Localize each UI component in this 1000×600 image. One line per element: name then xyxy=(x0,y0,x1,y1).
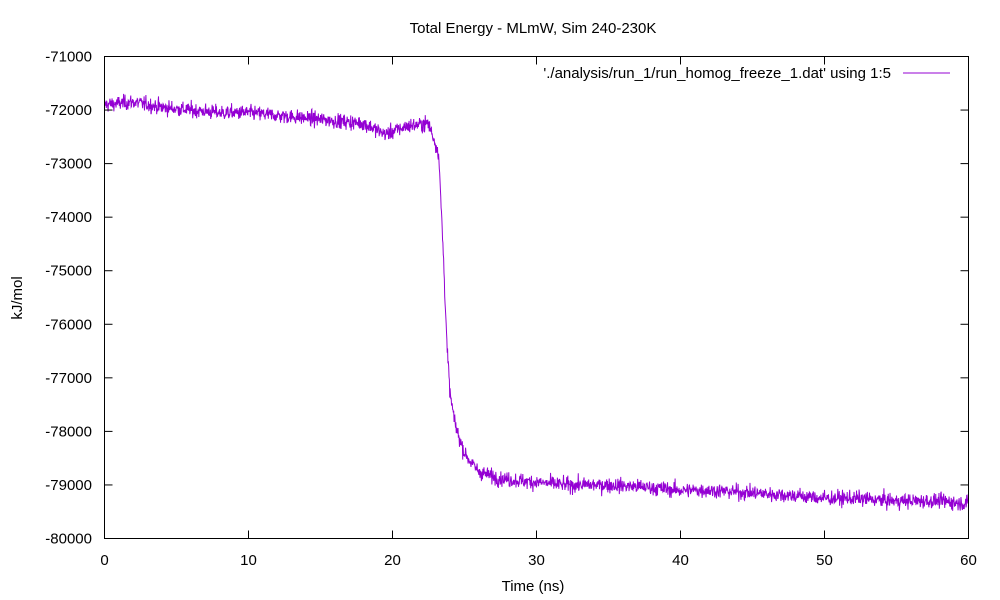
x-tick-label: 10 xyxy=(240,552,257,569)
y-tick-label: -74000 xyxy=(45,209,92,226)
y-tick-label: -73000 xyxy=(45,156,92,173)
series-line xyxy=(104,93,969,511)
legend-entry-label: './analysis/run_1/run_homog_freeze_1.dat… xyxy=(543,65,891,82)
legend: './analysis/run_1/run_homog_freeze_1.dat… xyxy=(543,65,950,82)
x-tick-label: 30 xyxy=(528,552,545,569)
y-tick-label: -79000 xyxy=(45,477,92,494)
y-tick-label: -80000 xyxy=(45,531,92,548)
y-tick-label: -71000 xyxy=(45,49,92,66)
y-tick-label: -76000 xyxy=(45,316,92,333)
x-axis-label: Time (ns) xyxy=(502,578,565,595)
y-tick-label: -78000 xyxy=(45,423,92,440)
y-axis-label: kJ/mol xyxy=(9,276,26,319)
y-axis: -71000 -72000 -73000 -74000 -75000 -76000 -770… xyxy=(45,49,969,548)
x-tick-label: 20 xyxy=(384,552,401,569)
y-tick-label: -77000 xyxy=(45,370,92,387)
plot-frame xyxy=(104,56,969,539)
y-tick-label: -72000 xyxy=(45,102,92,119)
chart-title: Total Energy - MLmW, Sim 240-230K xyxy=(410,20,657,37)
x-tick-label: 0 xyxy=(100,552,108,569)
x-tick-label: 60 xyxy=(960,552,977,569)
y-tick-label: -75000 xyxy=(45,263,92,280)
x-tick-label: 40 xyxy=(672,552,689,569)
x-axis: 0 10 20 30 40 50 60 xyxy=(100,56,977,569)
series-layer xyxy=(104,93,969,511)
x-tick-label: 50 xyxy=(816,552,833,569)
